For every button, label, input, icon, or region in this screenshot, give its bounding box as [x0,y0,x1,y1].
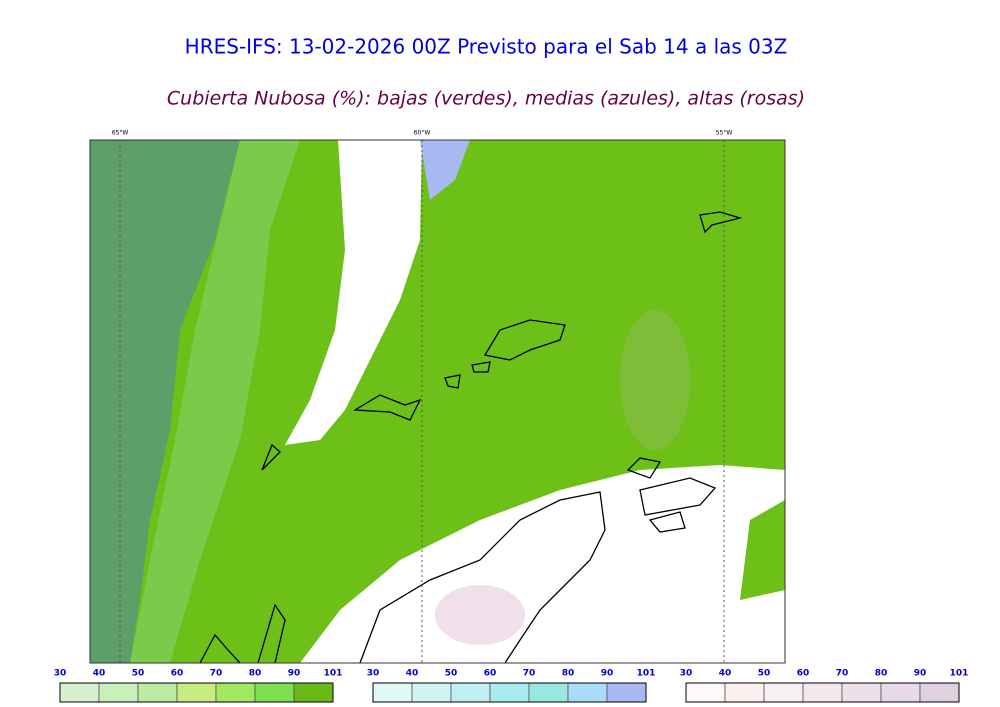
map-frame [89,139,786,664]
colorbar-swatch [763,682,804,703]
colorbar-label: 70 [210,669,223,679]
colorbar-label: 90 [288,669,301,679]
coastlines [199,211,743,664]
colorbar-swatch [528,682,569,703]
dark-band [90,140,240,663]
colorbar-swatch [450,682,491,703]
cloud-contours [130,140,300,663]
colorbar-swatch [880,682,921,703]
title: HRES-IFS: 13-02-2026 00Z Previsto para e… [185,35,788,59]
colorbar-label: 101 [324,669,343,679]
colorbar-swatch [802,682,843,703]
colorbar-label: 70 [523,669,536,679]
colorbar-label: 90 [914,669,927,679]
colorbar-label: 40 [93,669,106,679]
colorbar-label: 60 [171,669,184,679]
colorbar-label: 101 [950,669,969,679]
colorbar-label: 80 [875,669,888,679]
colorbar-label: 80 [249,669,262,679]
colorbar-swatch [215,682,256,703]
high-cloud-area [620,310,690,450]
lon-label: 55°W [716,130,733,137]
colorbar-swatch [98,682,139,703]
colorbar-swatch [919,682,960,703]
colorbar-frame [685,682,960,703]
colorbar-swatch [372,682,413,703]
colorbar-swatch [59,682,100,703]
clear-area [285,140,422,445]
colorbar-swatch [567,682,608,703]
subtitle: Cubierta Nubosa (%): bajas (verdes), med… [167,88,805,110]
colorbar-swatch [724,682,765,703]
high-cloud-area [435,585,525,645]
colorbar-label: 30 [367,669,380,679]
clear-area-south [300,465,785,663]
colorbar-label: 30 [54,669,67,679]
colorbar-label: 40 [406,669,419,679]
colorbar-frame [372,682,647,703]
map: 65°W 60°W 55°W [89,130,786,664]
colorbar-frame [59,682,334,703]
colorbar-label: 60 [484,669,497,679]
colorbar-label: 90 [601,669,614,679]
colorbar-label: 50 [758,669,771,679]
meridians [119,140,725,663]
colorbar-label: 40 [719,669,732,679]
colorbar-label: 30 [680,669,693,679]
colorbar-swatch [293,682,334,703]
colorbar-swatch [411,682,452,703]
colorbar-swatch [489,682,530,703]
colorbar-label: 50 [132,669,145,679]
colorbar-label: 101 [637,669,656,679]
lon-label: 65°W [112,130,129,137]
colorbar-swatch [841,682,882,703]
lon-label: 60°W [414,130,431,137]
colorbar-swatch [685,682,726,703]
colorbar-label: 70 [836,669,849,679]
colorbar-label: 60 [797,669,810,679]
colorbar-swatch [176,682,217,703]
mid-cloud-area [420,140,470,200]
colorbar-label: 80 [562,669,575,679]
colorbar-swatch [137,682,178,703]
colorbar-label: 50 [445,669,458,679]
colorbar-swatch [606,682,647,703]
colorbar-swatch [254,682,295,703]
